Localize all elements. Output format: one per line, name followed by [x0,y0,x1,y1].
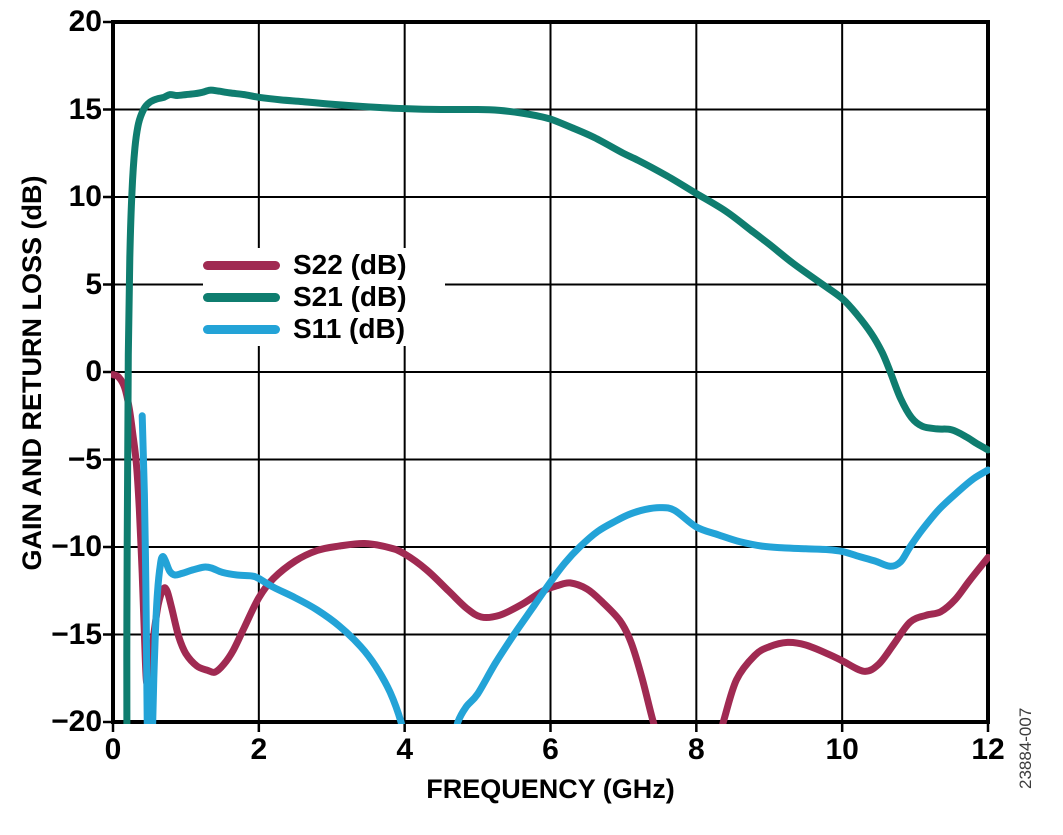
legend-item-s21: S21 (dB) [203,282,445,312]
legend: S22 (dB) S21 (dB) S11 (dB) [203,248,445,346]
x-tick-label: 8 [687,733,705,766]
y-tick-label: −10 [51,530,102,563]
y-axis-title: GAIN AND RETURN LOSS (dB) [17,175,47,571]
x-tick-label: 10 [825,733,859,766]
legend-item-s22: S22 (dB) [203,250,445,280]
axis-ticks [103,20,990,732]
x-tick-label: 6 [542,733,559,766]
x-axis-title: FREQUENCY (GHz) [426,774,675,804]
y-tick-label: 10 [68,180,102,213]
gridlines [112,21,989,723]
y-tick-label: −5 [67,442,102,476]
y-tick-label: −20 [51,705,102,738]
y-tick-label: 15 [68,92,102,126]
legend-label-s22: S22 (dB) [293,249,407,280]
x-tick-label: 2 [250,733,268,766]
x-tick-label: 0 [104,733,122,766]
legend-label-s21: S21 (dB) [293,281,407,312]
curve-s21 [123,86,990,724]
y-tick-label: −15 [51,617,102,651]
x-tick-label: 12 [971,733,1005,766]
y-tick-label: 5 [85,267,102,301]
curve-s11 [138,412,990,724]
y-tick-label: 20 [68,5,102,38]
s22-line-swatch [203,260,280,270]
legend-label-s11: S11 (dB) [293,313,406,344]
s21-line-swatch [203,292,280,302]
curves [111,86,990,724]
s11-line-swatch [203,324,280,334]
figure-number-watermark: 23884-007 [1016,707,1035,789]
x-tick-label: 4 [396,733,413,766]
y-tick-label: 0 [85,355,102,388]
legend-item-s11: S11 (dB) [203,314,445,344]
